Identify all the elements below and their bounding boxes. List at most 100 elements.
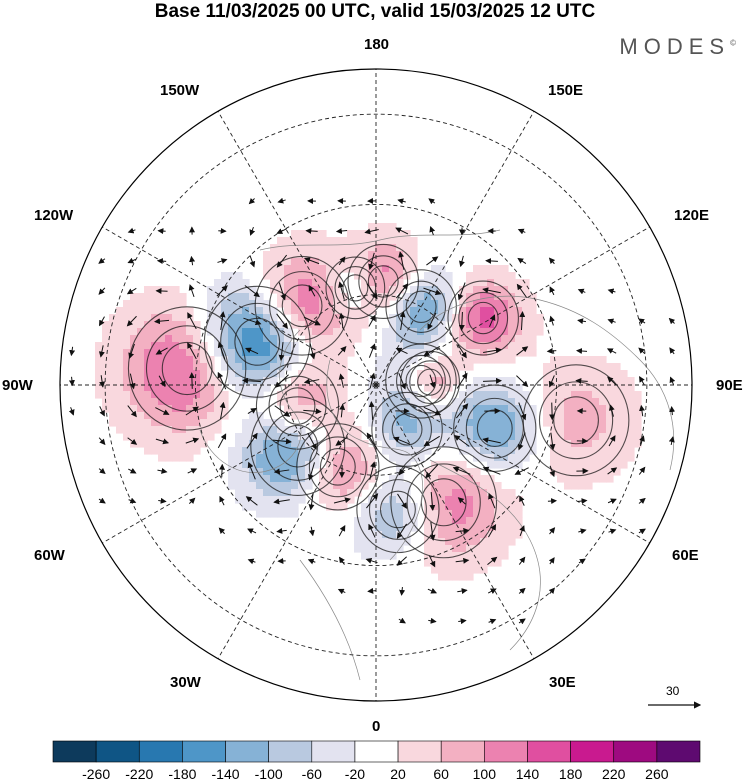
anomaly-cell (375, 370, 383, 378)
anomaly-cell (333, 363, 341, 371)
anomaly-cell (459, 503, 467, 511)
anomaly-cell (242, 426, 250, 434)
anomaly-cell (445, 433, 453, 441)
wind-arrow (638, 318, 646, 325)
anomaly-cell (214, 307, 222, 315)
anomaly-cell (263, 314, 271, 322)
wind-arrow (217, 258, 228, 264)
anomaly-cell (368, 384, 376, 392)
wind-arrow (423, 406, 442, 416)
anomaly-cell (340, 447, 348, 455)
anomaly-cell (298, 426, 306, 434)
wind-arrow (278, 342, 285, 361)
anomaly-cell (123, 426, 131, 434)
anomaly-cell (333, 356, 341, 364)
anomaly-cell (508, 517, 516, 525)
anomaly-cell (466, 384, 474, 392)
anomaly-cell (354, 321, 362, 329)
anomaly-cell (417, 279, 425, 287)
wind-arrow (518, 587, 526, 595)
anomaly-cell (298, 251, 306, 259)
anomaly-cell (592, 391, 600, 399)
anomaly-cell (515, 405, 523, 413)
anomaly-cell (361, 468, 369, 476)
anomaly-cell (445, 461, 453, 469)
anomaly-cell (263, 321, 271, 329)
wind-arrow (187, 342, 197, 360)
wind-arrow (127, 257, 136, 264)
wind-arrow (487, 588, 497, 594)
anomaly-cell (263, 384, 271, 392)
anomaly-cell (543, 391, 551, 399)
anomaly-cell (634, 405, 642, 413)
wind-arrow (669, 405, 676, 416)
anomaly-cell (263, 461, 271, 469)
anomaly-cell (340, 321, 348, 329)
anomaly-cell (480, 426, 488, 434)
anomaly-cell (368, 503, 376, 511)
coastline-path (299, 559, 361, 681)
anomaly-cell (319, 321, 327, 329)
anomaly-cell (396, 398, 404, 406)
anomaly-cell (207, 377, 215, 385)
anomaly-cell (494, 391, 502, 399)
anomaly-cell (410, 286, 418, 294)
anomaly-cell (130, 328, 138, 336)
anomaly-cell (515, 510, 523, 518)
anomaly-cell (564, 475, 572, 483)
anomaly-cell (557, 419, 565, 427)
anomaly-cell (151, 447, 159, 455)
anomaly-cell (95, 356, 103, 364)
anomaly-cell (557, 370, 565, 378)
anomaly-cell (214, 384, 222, 392)
wind-arrow (426, 256, 439, 266)
anomaly-cell (347, 426, 355, 434)
anomaly-cell (466, 489, 474, 497)
anomaly-cell (333, 398, 341, 406)
anomaly-cell (557, 412, 565, 420)
anomaly-cell (389, 545, 397, 553)
anomaly-cell (305, 307, 313, 315)
anomaly-cell (144, 419, 152, 427)
anomaly-cell (529, 412, 537, 420)
anomaly-cell (291, 489, 299, 497)
anomaly-cell (298, 279, 306, 287)
anomaly-cell (102, 391, 110, 399)
anomaly-cell (459, 461, 467, 469)
anomaly-cell (445, 419, 453, 427)
anomaly-cell (501, 300, 509, 308)
anomaly-cell (361, 461, 369, 469)
anomaly-cell (263, 510, 271, 518)
anomaly-cell (466, 524, 474, 532)
anomaly-cell (452, 517, 460, 525)
anomaly-cell (452, 419, 460, 427)
wind-arrow (482, 377, 502, 384)
anomaly-cell (606, 419, 614, 427)
anomaly-cell (340, 496, 348, 504)
anomaly-cell (620, 377, 628, 385)
anomaly-cell (116, 321, 124, 329)
anomaly-cell (228, 482, 236, 490)
wind-arrow (185, 406, 199, 416)
wind-arrow (607, 376, 617, 386)
contour-line (467, 301, 499, 335)
anomaly-cell (333, 454, 341, 462)
anomaly-cell (501, 265, 509, 273)
wind-arrow (248, 197, 256, 205)
anomaly-cell (571, 405, 579, 413)
anomaly-cell (172, 328, 180, 336)
anomaly-cell (375, 363, 383, 371)
anomaly-cell (438, 307, 446, 315)
wind-arrow (217, 433, 227, 449)
anomaly-cell (284, 286, 292, 294)
anomaly-cell (452, 531, 460, 539)
colorbar-tick-label: -140 (211, 766, 240, 782)
wind-arrow (245, 496, 258, 506)
anomaly-cell (375, 489, 383, 497)
wind-arrow (456, 372, 468, 389)
anomaly-cell (627, 447, 635, 455)
anomaly-cell (102, 384, 110, 392)
anomaly-cell (445, 552, 453, 560)
anomaly-cell (522, 314, 530, 322)
anomaly-cell (382, 433, 390, 441)
